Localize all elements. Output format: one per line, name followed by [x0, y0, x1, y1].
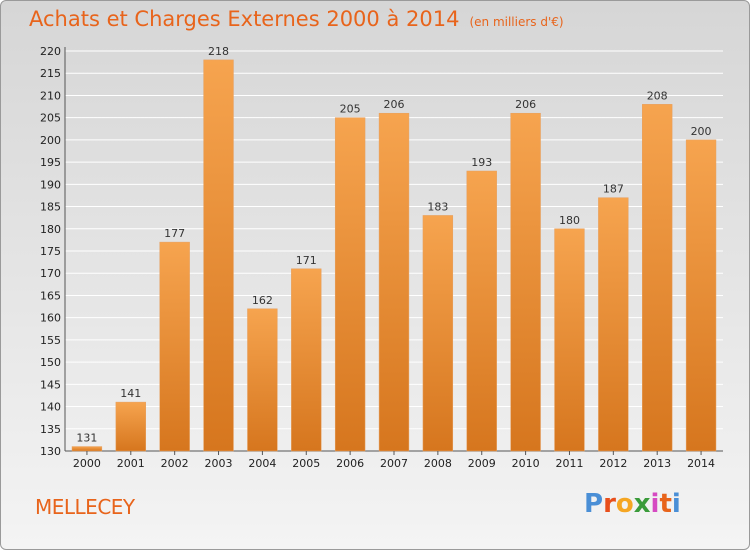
bar-value-label: 171 [296, 254, 317, 267]
x-tick-label: 2007 [380, 457, 408, 470]
y-tick-label: 150 [40, 356, 61, 369]
x-tick-label: 2010 [512, 457, 540, 470]
y-tick-label: 210 [40, 89, 61, 102]
x-tick-label: 2014 [687, 457, 715, 470]
x-tick-label: 2004 [248, 457, 276, 470]
bar-value-label: 183 [427, 200, 448, 213]
y-tick-label: 170 [40, 267, 61, 280]
y-tick-label: 200 [40, 134, 61, 147]
x-tick-label: 2011 [555, 457, 583, 470]
bar-value-label: 206 [515, 98, 536, 111]
title-text: Achats et Charges Externes 2000 à 2014 [29, 7, 460, 31]
logo-letter: i [671, 489, 681, 519]
y-tick-label: 205 [40, 112, 61, 125]
y-tick-label: 135 [40, 423, 61, 436]
bar [510, 112, 541, 452]
bar [159, 241, 190, 452]
town-name: MELLECEY [35, 495, 135, 519]
bar-value-label: 187 [603, 183, 624, 196]
bar [598, 197, 629, 452]
chart-subtitle: (en milliers d'€) [469, 15, 564, 29]
bar [466, 170, 497, 452]
y-tick-label: 160 [40, 312, 61, 325]
x-tick-label: 2009 [468, 457, 496, 470]
x-tick-label: 2012 [599, 457, 627, 470]
y-tick-label: 155 [40, 334, 61, 347]
bar [554, 228, 585, 452]
bar-value-label: 180 [559, 214, 580, 227]
bar-value-label: 200 [691, 125, 712, 138]
x-tick-label: 2003 [205, 457, 233, 470]
y-tick-label: 195 [40, 156, 61, 169]
y-tick-label: 140 [40, 401, 61, 414]
x-tick-label: 2001 [117, 457, 145, 470]
bar-value-label: 218 [208, 45, 229, 58]
proxiti-logo: Proxiti [584, 489, 681, 519]
logo-letter: o [615, 489, 634, 519]
y-tick-label: 165 [40, 289, 61, 302]
bar-value-label: 177 [164, 227, 185, 240]
logo-letter: r [603, 489, 616, 519]
bar [422, 215, 454, 452]
y-tick-label: 130 [40, 445, 61, 458]
y-tick-label: 220 [40, 45, 61, 58]
y-tick-label: 190 [40, 178, 61, 191]
bar-value-label: 208 [647, 89, 668, 102]
x-tick-label: 2013 [643, 457, 671, 470]
bar-value-label: 205 [340, 103, 361, 116]
bar [203, 59, 234, 452]
y-tick-label: 145 [40, 378, 61, 391]
bar [291, 268, 322, 452]
x-tick-label: 2006 [336, 457, 364, 470]
logo-letter: i [650, 489, 660, 519]
logo-letter: P [584, 489, 604, 519]
bar [642, 104, 673, 452]
y-tick-label: 180 [40, 223, 61, 236]
bar [115, 401, 146, 452]
bar [334, 117, 366, 452]
bar-value-label: 141 [120, 387, 141, 400]
x-tick-label: 2008 [424, 457, 452, 470]
y-tick-label: 215 [40, 67, 61, 80]
logo-letter: t [659, 489, 672, 519]
bar-value-label: 206 [384, 98, 405, 111]
bar [685, 139, 717, 452]
bar-value-label: 162 [252, 294, 273, 307]
bar [71, 446, 103, 452]
y-tick-label: 185 [40, 201, 61, 214]
x-tick-label: 2005 [292, 457, 320, 470]
bar-value-label: 131 [76, 432, 97, 445]
chart-title: Achats et Charges Externes 2000 à 2014 (e… [29, 7, 564, 31]
bar [247, 308, 278, 452]
y-tick-label: 175 [40, 245, 61, 258]
x-tick-label: 2000 [73, 457, 101, 470]
x-tick-label: 2002 [161, 457, 189, 470]
logo-letter: x [633, 489, 651, 519]
bar-value-label: 193 [471, 156, 492, 169]
bar [378, 112, 410, 452]
